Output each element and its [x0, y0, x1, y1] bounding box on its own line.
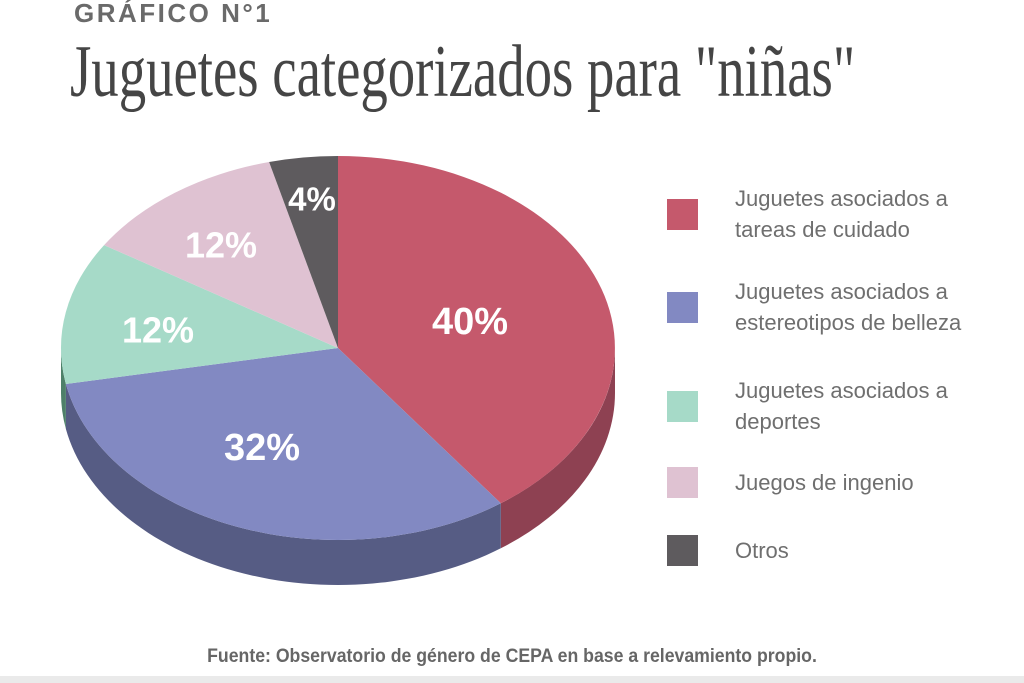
- source-note: Fuente: Observatorio de género de CEPA e…: [207, 646, 817, 667]
- pie-slice-4: [269, 155, 338, 348]
- pie-slice-1: [65, 348, 501, 540]
- slice-percent-label-1: 32%: [224, 427, 300, 469]
- slice-percent-label-0: 40%: [432, 301, 508, 343]
- pie-slice-3: [104, 162, 338, 348]
- pie-slice-depth-0: [500, 348, 615, 549]
- slice-percent-label-3: 12%: [185, 225, 257, 266]
- slice-percent-label-4: 4%: [288, 181, 336, 218]
- pie-slice-depth-1: [65, 384, 501, 585]
- pie-slice-0: [338, 156, 615, 504]
- bottom-divider: [0, 676, 1024, 683]
- chart-number-label: GRÁFICO N°1: [74, 0, 273, 28]
- chart-title: Juguetes categorizados para "niñas": [70, 31, 856, 113]
- pie-slice-2: [60, 245, 339, 384]
- pie-slice-depth-2: [60, 348, 66, 429]
- slice-percent-label-2: 12%: [122, 310, 194, 351]
